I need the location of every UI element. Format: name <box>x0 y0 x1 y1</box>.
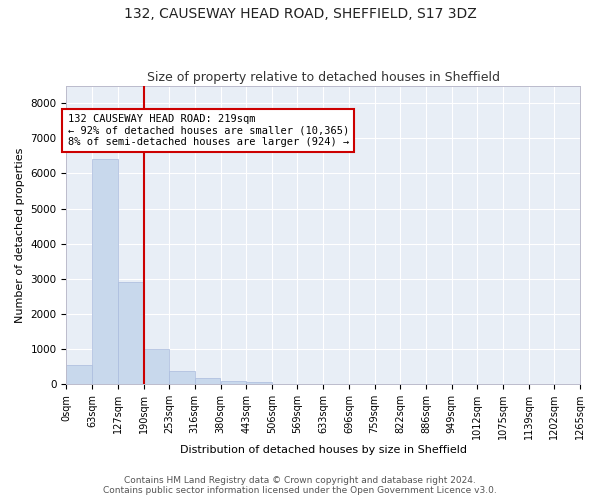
Text: Contains HM Land Registry data © Crown copyright and database right 2024.
Contai: Contains HM Land Registry data © Crown c… <box>103 476 497 495</box>
Bar <box>246 382 272 384</box>
Text: 132, CAUSEWAY HEAD ROAD, SHEFFIELD, S17 3DZ: 132, CAUSEWAY HEAD ROAD, SHEFFIELD, S17 … <box>124 8 476 22</box>
Bar <box>143 349 169 384</box>
Bar <box>221 380 246 384</box>
X-axis label: Distribution of detached houses by size in Sheffield: Distribution of detached houses by size … <box>180 445 467 455</box>
Bar <box>92 160 118 384</box>
Bar <box>67 364 92 384</box>
Title: Size of property relative to detached houses in Sheffield: Size of property relative to detached ho… <box>147 72 500 85</box>
Bar <box>118 282 143 384</box>
Text: 132 CAUSEWAY HEAD ROAD: 219sqm
← 92% of detached houses are smaller (10,365)
8% : 132 CAUSEWAY HEAD ROAD: 219sqm ← 92% of … <box>68 114 349 147</box>
Bar <box>195 378 220 384</box>
Bar <box>169 371 195 384</box>
Y-axis label: Number of detached properties: Number of detached properties <box>15 148 25 322</box>
